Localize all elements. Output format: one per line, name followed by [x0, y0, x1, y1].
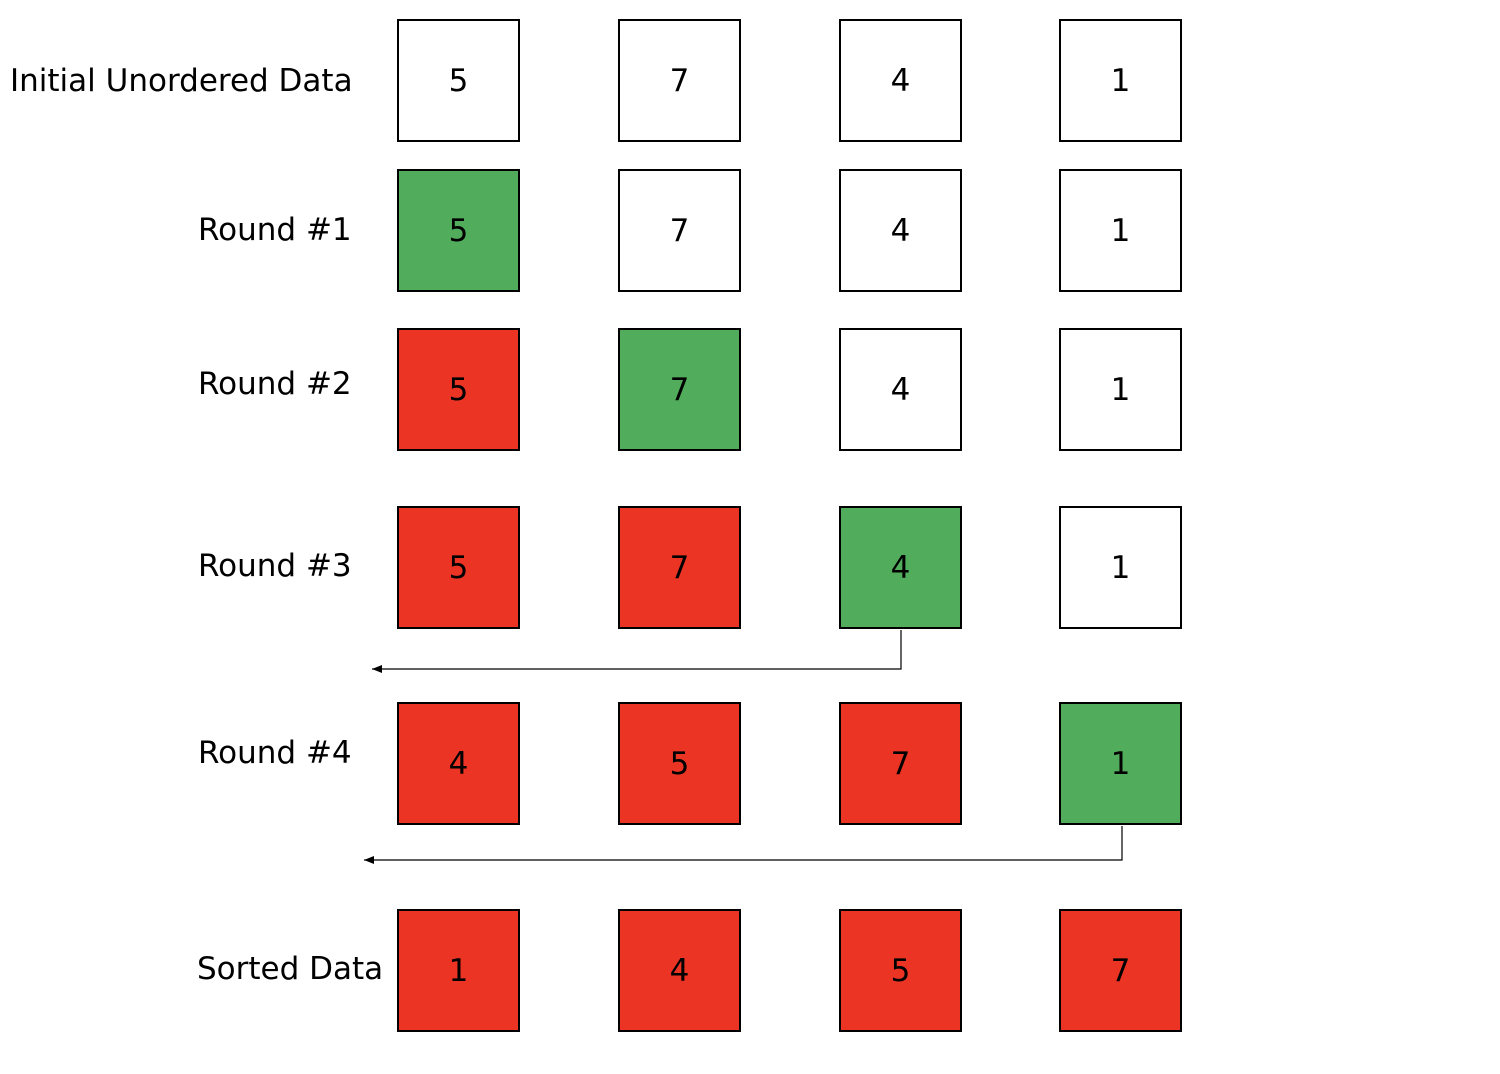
row-label-round-4: Round #4: [198, 735, 352, 771]
row-label-round-3: Round #3: [198, 548, 352, 584]
data-cell: 4: [839, 169, 962, 292]
data-cell: 1: [1059, 19, 1182, 142]
data-cell: 5: [397, 169, 520, 292]
data-cell: 5: [397, 506, 520, 629]
data-cell: 1: [1059, 169, 1182, 292]
insertion-arrow-round-4: [364, 826, 1123, 864]
data-cell: 5: [618, 702, 741, 825]
data-cell: 1: [1059, 702, 1182, 825]
data-cell: 5: [839, 909, 962, 1032]
row-label-round-2: Round #2: [198, 366, 352, 402]
row-label-initial: Initial Unordered Data: [10, 63, 353, 99]
data-cell: 1: [397, 909, 520, 1032]
data-cell: 7: [618, 506, 741, 629]
data-cell: 1: [1059, 328, 1182, 451]
data-cell: 7: [618, 169, 741, 292]
data-cell: 5: [397, 19, 520, 142]
data-cell: 7: [618, 328, 741, 451]
data-cell: 7: [618, 19, 741, 142]
data-cell: 4: [839, 328, 962, 451]
data-cell: 5: [397, 328, 520, 451]
data-cell: 7: [1059, 909, 1182, 1032]
data-cell: 1: [1059, 506, 1182, 629]
row-label-round-1: Round #1: [198, 212, 352, 248]
row-label-sorted: Sorted Data: [197, 951, 384, 987]
data-cell: 4: [839, 19, 962, 142]
insertion-arrow-round-3: [372, 630, 902, 673]
data-cell: 4: [618, 909, 741, 1032]
data-cell: 4: [397, 702, 520, 825]
data-cell: 7: [839, 702, 962, 825]
data-cell: 4: [839, 506, 962, 629]
